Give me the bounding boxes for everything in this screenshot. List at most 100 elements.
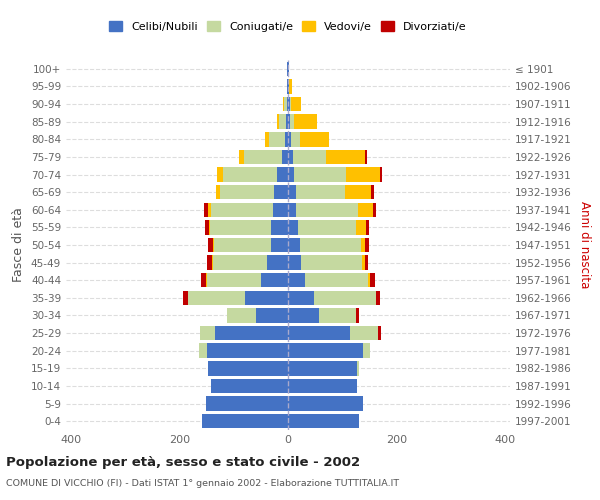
Bar [350,326,379,340]
Bar [284,97,287,112]
Text: Popolazione per età, sesso e stato civile - 2002: Popolazione per età, sesso e stato civil… [6,456,360,469]
Bar [274,185,288,200]
Bar [208,238,213,252]
Bar [287,97,288,112]
Bar [365,256,368,270]
Bar [288,97,290,112]
Bar [214,238,271,252]
Bar [288,361,358,376]
Bar [184,290,188,305]
Bar [301,256,362,270]
Bar [288,114,290,129]
Bar [216,185,220,200]
Bar [283,97,284,112]
Bar [294,114,317,129]
Bar [301,132,329,146]
Bar [288,326,350,340]
Bar [298,220,356,234]
Bar [305,273,368,287]
Bar [358,361,359,376]
Bar [296,202,358,217]
Bar [288,132,291,146]
Bar [290,97,291,112]
Bar [261,273,288,287]
Bar [273,202,288,217]
Bar [280,114,286,129]
Bar [365,238,369,252]
Bar [205,220,209,234]
Bar [277,114,280,129]
Bar [365,150,367,164]
Bar [188,290,245,305]
Bar [291,132,301,146]
Bar [213,238,214,252]
Bar [213,256,268,270]
Bar [288,79,289,94]
Bar [206,273,207,287]
Bar [239,150,244,164]
Bar [358,202,373,217]
Bar [379,326,381,340]
Bar [271,220,288,234]
Bar [256,308,288,322]
Bar [271,238,288,252]
Bar [288,378,358,393]
Legend: Celibi/Nubili, Coniugati/e, Vedovi/e, Divorziati/e: Celibi/Nubili, Coniugati/e, Vedovi/e, Di… [106,18,470,35]
Bar [220,185,274,200]
Bar [207,256,212,270]
Bar [223,168,277,181]
Bar [277,168,288,181]
Bar [326,150,365,164]
Bar [371,185,374,200]
Bar [380,168,382,181]
Bar [368,273,370,287]
Bar [268,256,288,270]
Bar [288,220,298,234]
Bar [199,344,207,358]
Bar [289,79,292,94]
Bar [217,168,223,181]
Bar [227,308,256,322]
Bar [288,168,295,181]
Bar [288,273,305,287]
Bar [245,290,288,305]
Bar [356,220,366,234]
Bar [208,202,211,217]
Bar [288,344,363,358]
Bar [288,396,363,411]
Bar [215,326,288,340]
Bar [319,308,356,322]
Bar [296,185,346,200]
Bar [366,220,368,234]
Bar [295,168,346,181]
Bar [207,344,288,358]
Bar [211,202,273,217]
Bar [346,185,371,200]
Bar [211,378,288,393]
Bar [285,132,288,146]
Bar [376,290,380,305]
Bar [288,290,314,305]
Bar [293,150,326,164]
Bar [206,396,288,411]
Bar [291,97,301,112]
Bar [300,238,361,252]
Bar [370,273,374,287]
Bar [362,256,365,270]
Bar [281,150,288,164]
Bar [288,308,319,322]
Bar [200,326,215,340]
Bar [207,273,261,287]
Bar [244,150,281,164]
Bar [290,114,294,129]
Bar [265,132,269,146]
Bar [356,308,359,322]
Text: COMUNE DI VICCHIO (FI) - Dati ISTAT 1° gennaio 2002 - Elaborazione TUTTITALIA.IT: COMUNE DI VICCHIO (FI) - Dati ISTAT 1° g… [6,479,399,488]
Bar [346,168,380,181]
Y-axis label: Anni di nascita: Anni di nascita [578,202,591,288]
Bar [361,238,365,252]
Bar [204,202,208,217]
Bar [363,344,370,358]
Bar [288,256,301,270]
Bar [209,220,210,234]
